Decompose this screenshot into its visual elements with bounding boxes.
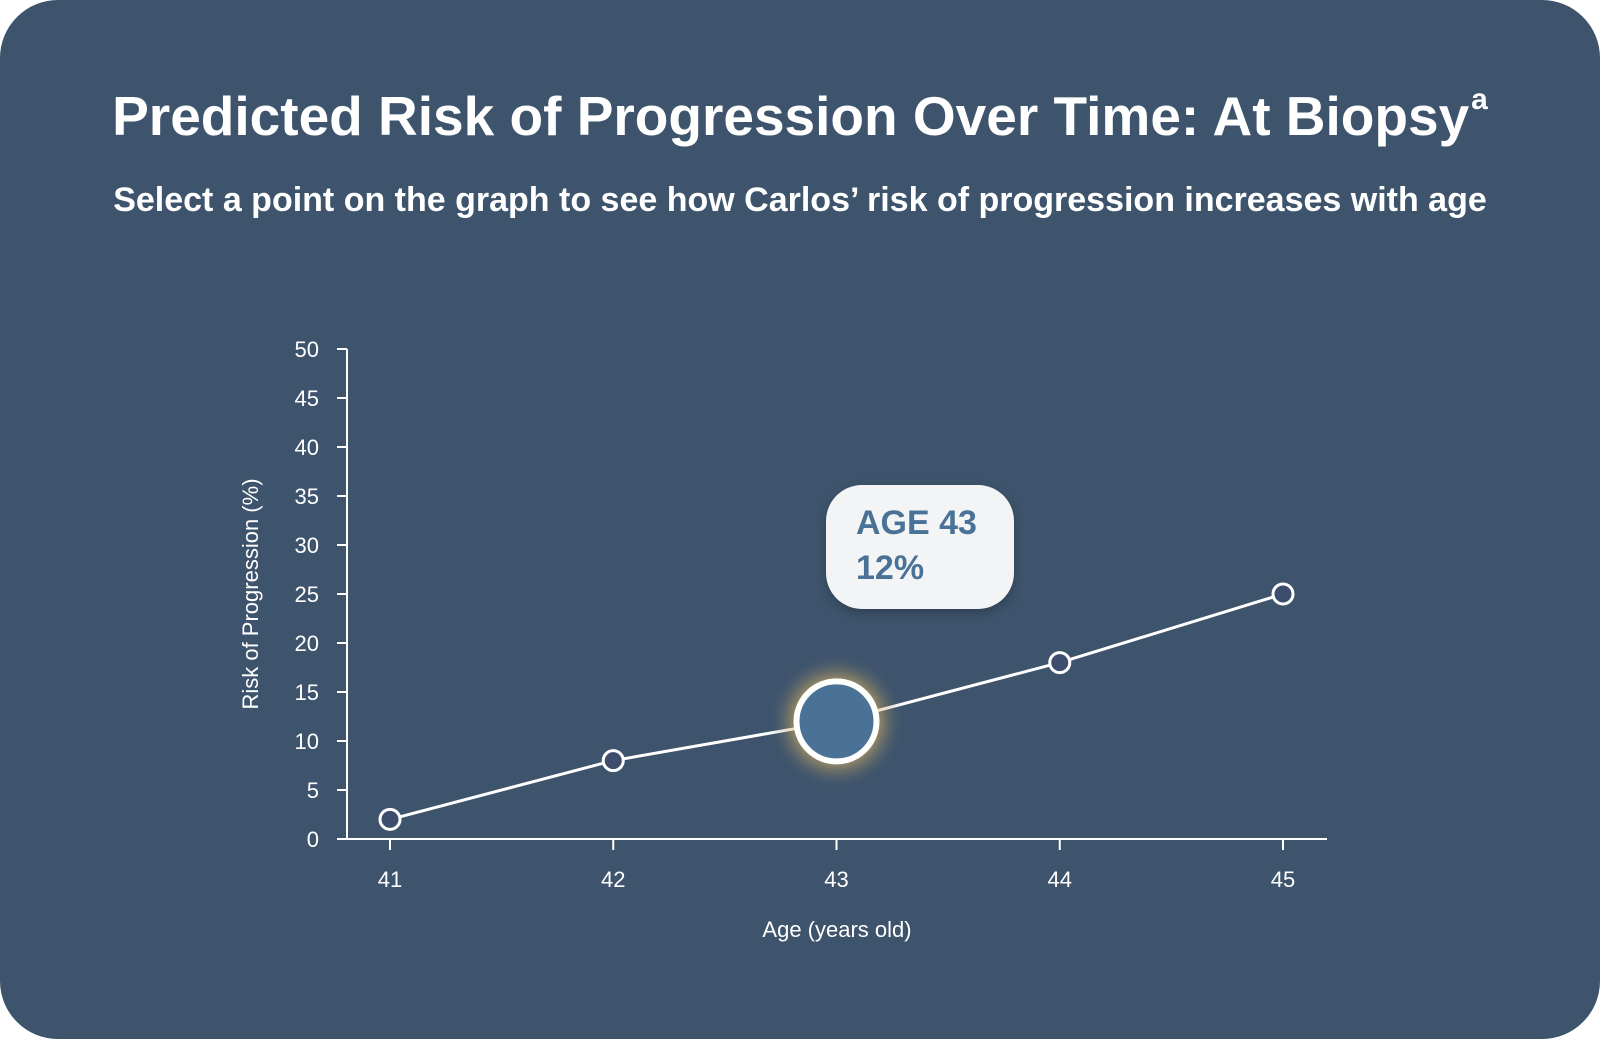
chart-subtitle: Select a point on the graph to see how C… xyxy=(113,181,1487,219)
y-axis-label: Risk of Progression (%) xyxy=(238,478,263,709)
value-tooltip: AGE 43 12% xyxy=(826,485,1014,609)
y-tick-label: 15 xyxy=(295,680,319,705)
tooltip-age-label: AGE 43 xyxy=(856,504,977,542)
x-tick-label: 44 xyxy=(1048,867,1072,892)
chart-title-text: Predicted Risk of Progression Over Time:… xyxy=(112,85,1470,147)
data-point[interactable] xyxy=(601,749,625,773)
data-point[interactable] xyxy=(1048,651,1072,675)
data-point[interactable] xyxy=(1271,582,1295,606)
y-tick-label: 20 xyxy=(295,631,319,656)
y-tick-label: 35 xyxy=(295,484,319,509)
y-tick-label: 40 xyxy=(295,435,319,460)
x-tick-label: 42 xyxy=(601,867,625,892)
y-tick-label: 45 xyxy=(295,386,319,411)
data-point[interactable] xyxy=(378,807,402,831)
y-tick-label: 0 xyxy=(307,827,319,852)
tooltip-value-label: 12% xyxy=(856,549,925,587)
chart-title: Predicted Risk of Progression Over Time:… xyxy=(0,84,1600,148)
y-tick-label: 50 xyxy=(295,337,319,362)
x-tick-label: 43 xyxy=(824,867,848,892)
title-footnote-marker: a xyxy=(1471,83,1488,116)
x-axis-label: Age (years old) xyxy=(762,917,911,942)
x-tick-label: 45 xyxy=(1271,867,1295,892)
y-tick-label: 25 xyxy=(295,582,319,607)
y-tick-label: 10 xyxy=(295,729,319,754)
data-point-selected[interactable] xyxy=(793,678,880,765)
x-tick-label: 41 xyxy=(378,867,402,892)
y-tick-label: 5 xyxy=(307,778,319,803)
y-tick-label: 30 xyxy=(295,533,319,558)
